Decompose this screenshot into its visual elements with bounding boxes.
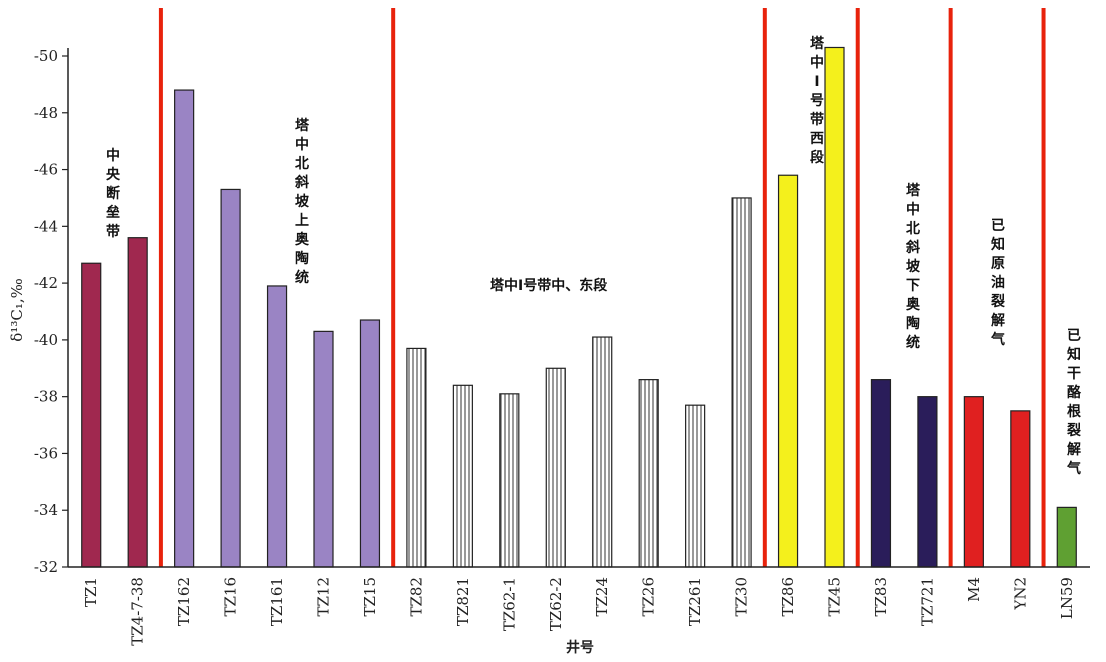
- bar-tz821: [452, 384, 473, 568]
- y-tick-label: -42: [34, 274, 58, 292]
- bar-tz721: [917, 396, 938, 568]
- bar-tz82: [406, 347, 427, 568]
- bar-tz4-7-38: [127, 237, 148, 568]
- x-tick-label: TZ83: [872, 577, 890, 617]
- x-tick-label: TZ161: [268, 577, 286, 626]
- bar-tz16: [220, 188, 241, 568]
- x-tick-label: TZ12: [315, 577, 333, 617]
- group-dividers: [158, 8, 1046, 567]
- x-tick-label: TZ162: [175, 577, 193, 626]
- bar-yn2: [1010, 410, 1031, 568]
- group-annotation: 塔中北斜坡下奥陶统: [905, 182, 921, 351]
- group-annotation: 塔中Ⅰ号带中、东段: [490, 277, 607, 294]
- bar-tz86: [777, 174, 799, 568]
- bar-tz24: [592, 336, 613, 568]
- x-tick-label: TZ62-2: [547, 577, 565, 631]
- x-tick-label: TZ16: [222, 577, 240, 617]
- x-axis-label: 井号: [566, 639, 594, 656]
- bars: [81, 46, 1077, 568]
- x-tick-label: TZ4-7-38: [129, 577, 147, 646]
- y-tick-label: -32: [34, 558, 58, 576]
- bar-tz162: [174, 89, 195, 568]
- x-tick-label: TZ26: [640, 577, 658, 617]
- bar-tz15: [359, 319, 381, 568]
- y-tick-label: -40: [34, 331, 58, 349]
- group-annotation: 已知原油裂解气: [990, 218, 1005, 348]
- bar-tz83: [870, 379, 892, 568]
- y-tick-label: -44: [34, 217, 58, 235]
- x-tick-label: M4: [965, 577, 983, 602]
- bar-tz12: [313, 330, 334, 568]
- x-tick-label: TZ24: [593, 577, 611, 617]
- x-tick-label: TZ82: [407, 577, 425, 617]
- x-tick-label: TZ261: [686, 577, 704, 626]
- group-annotation: 塔中 Ⅰ 号带西段: [810, 35, 825, 166]
- bar-tz261: [685, 404, 706, 568]
- group-annotation: 中央断垒带: [106, 147, 121, 240]
- y-tick-label: -46: [34, 161, 58, 179]
- bar-tz26: [638, 379, 659, 568]
- x-tick-label: TZ62-1: [500, 577, 518, 631]
- x-tick-label: TZ1: [82, 577, 100, 607]
- bar-tz62-1: [499, 393, 520, 568]
- bar-m4: [963, 396, 984, 568]
- x-tick-label: TZ30: [733, 577, 751, 617]
- y-axis-label: δ¹³C₁,‰: [8, 278, 26, 341]
- axes: -50 -48 -46 -44 -42 -40 -38 -36 -34 -32 TZ1 TZ4-7-3…: [34, 47, 1090, 646]
- x-tick-label: LN59: [1058, 577, 1076, 619]
- y-tick-label: -34: [34, 501, 58, 519]
- bar-tz161: [266, 285, 288, 568]
- bar-tz1: [81, 262, 102, 568]
- y-tick-label: -38: [34, 388, 58, 406]
- x-tick-label: TZ721: [918, 577, 936, 626]
- y-tick-label: -36: [34, 444, 58, 462]
- x-tick-label: YN2: [1011, 577, 1029, 611]
- y-tick-label: -48: [34, 104, 58, 122]
- x-tick-label: TZ86: [779, 577, 797, 617]
- bar-tz62-2: [545, 367, 566, 568]
- bar-tz30: [731, 197, 752, 568]
- bar-tz45: [824, 46, 845, 568]
- x-tick-label: TZ821: [454, 577, 472, 626]
- x-tick-label: TZ45: [826, 577, 844, 617]
- y-tick-label: -50: [34, 47, 58, 65]
- bar-ln59: [1056, 506, 1077, 568]
- group-annotation: 已知干酪根裂解气: [1066, 328, 1082, 477]
- group-annotation: 塔中北斜坡上奥陶统: [294, 117, 310, 286]
- x-tick-label: TZ15: [361, 577, 379, 617]
